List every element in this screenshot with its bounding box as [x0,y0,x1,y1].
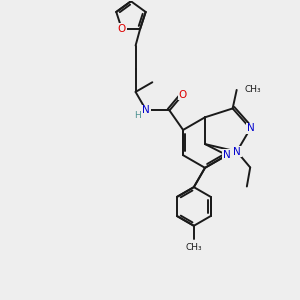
Text: N: N [247,124,254,134]
Text: N: N [223,150,231,160]
Text: CH₃: CH₃ [185,243,202,252]
Text: N: N [233,146,241,157]
Text: O: O [118,24,126,34]
Text: H: H [134,111,141,120]
Text: CH₃: CH₃ [245,85,262,94]
Text: N: N [142,106,150,116]
Text: O: O [179,89,187,100]
